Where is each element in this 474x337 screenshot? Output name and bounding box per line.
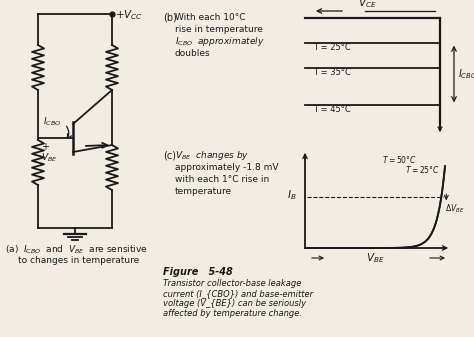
Text: $+V_{CC}$: $+V_{CC}$	[115, 8, 143, 22]
Text: (b): (b)	[163, 12, 177, 22]
Text: T = 35°C: T = 35°C	[313, 68, 351, 78]
Text: With each 10°C: With each 10°C	[175, 13, 246, 22]
Text: $+$: $+$	[41, 141, 50, 152]
Text: $I_{CBO}$: $I_{CBO}$	[43, 115, 61, 127]
Text: $T = 50°C$: $T = 50°C$	[382, 154, 417, 165]
Text: with each 1°C rise in: with each 1°C rise in	[175, 175, 269, 184]
Text: T = 45°C: T = 45°C	[313, 105, 351, 114]
Text: $V_{BE}$  changes by: $V_{BE}$ changes by	[175, 149, 249, 162]
Text: $I_{CBO}$  approximately: $I_{CBO}$ approximately	[175, 35, 264, 48]
Text: $T = 25°C$: $T = 25°C$	[405, 164, 440, 175]
Text: current (I_{CBO}) and base-emitter: current (I_{CBO}) and base-emitter	[163, 289, 313, 298]
Text: to changes in temperature: to changes in temperature	[18, 256, 139, 265]
Text: approximately -1.8 mV: approximately -1.8 mV	[175, 163, 279, 172]
Text: $I_B$: $I_B$	[287, 188, 297, 202]
Text: $\Delta V_{BE}$: $\Delta V_{BE}$	[445, 202, 465, 215]
Text: (c): (c)	[163, 150, 176, 160]
Text: rise in temperature: rise in temperature	[175, 25, 263, 34]
Text: T = 25°C: T = 25°C	[313, 43, 351, 52]
Text: Figure   5-48: Figure 5-48	[163, 267, 233, 277]
Text: doubles: doubles	[175, 49, 210, 58]
Text: $V_{CE}$: $V_{CE}$	[358, 0, 376, 10]
Text: (a)  $I_{CBO}$  and  $V_{BE}$  are sensitive: (a) $I_{CBO}$ and $V_{BE}$ are sensitive	[5, 243, 148, 255]
Text: voltage (V_{BE}) can be seriously: voltage (V_{BE}) can be seriously	[163, 299, 306, 308]
Text: Transistor collector-base leakage: Transistor collector-base leakage	[163, 279, 301, 288]
Text: temperature: temperature	[175, 187, 232, 196]
Text: $V_{BE}$: $V_{BE}$	[365, 251, 384, 265]
Text: $I_{CBO}$: $I_{CBO}$	[458, 67, 474, 81]
Text: affected by temperature change.: affected by temperature change.	[163, 309, 302, 318]
Text: $V_{BE}$: $V_{BE}$	[41, 151, 57, 163]
